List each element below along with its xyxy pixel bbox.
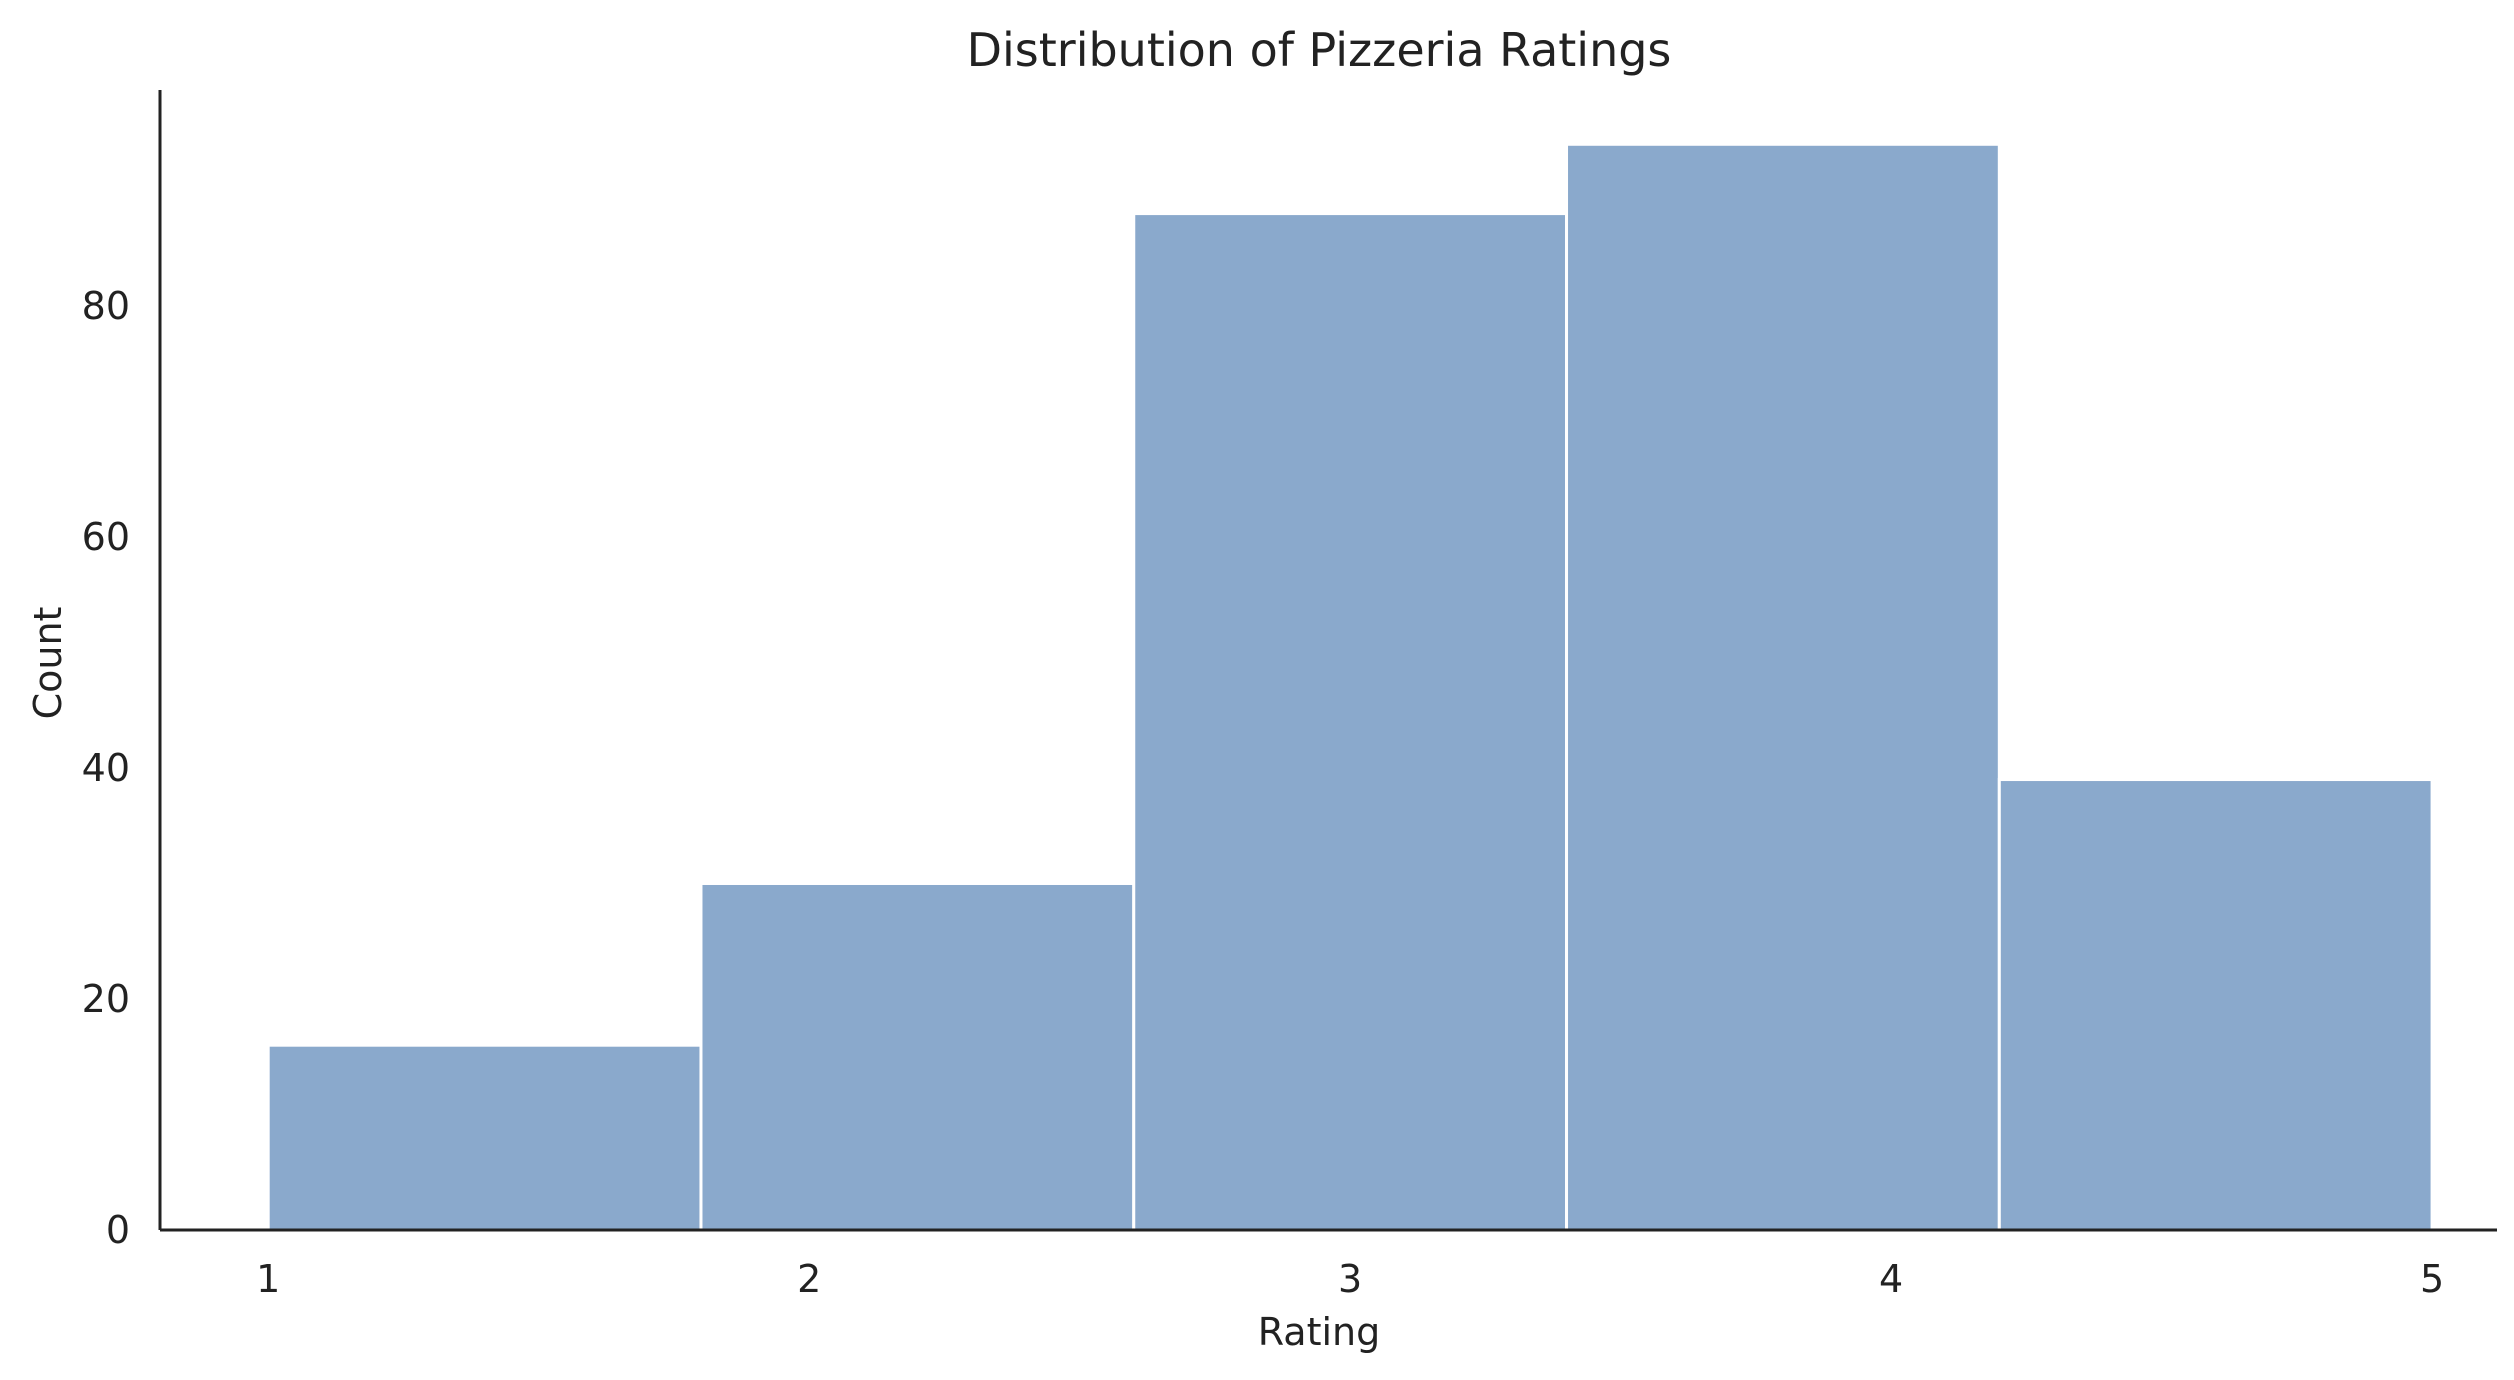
histogram-bar-3 (1132, 212, 1569, 1232)
x-tick-label: 1 (256, 1257, 280, 1301)
x-tick-label: 5 (2420, 1257, 2444, 1301)
y-tick-label: 20 (82, 977, 130, 1021)
y-axis-label: Count (26, 607, 70, 720)
y-tick-label: 80 (82, 284, 130, 328)
x-ticks-group: 1 2 3 4 5 (256, 1257, 2444, 1301)
histogram-bar-2 (699, 881, 1136, 1232)
y-tick-label: 60 (82, 515, 130, 559)
histogram-bar-1 (266, 1043, 703, 1232)
y-ticks-group: 0 20 40 60 80 (82, 284, 130, 1252)
x-tick-label: 3 (1338, 1257, 1362, 1301)
y-tick-label: 0 (106, 1208, 130, 1252)
y-tick-label: 40 (82, 746, 130, 790)
histogram-bar-4 (1565, 142, 2001, 1232)
x-tick-label: 2 (797, 1257, 821, 1301)
chart-title: Distribution of Pizzeria Ratings (967, 23, 1672, 77)
histogram-bar-5 (1997, 778, 2434, 1232)
x-tick-label: 4 (1879, 1257, 1903, 1301)
axes-group (158, 90, 2497, 1232)
x-axis-label: Rating (1258, 1310, 1381, 1354)
bars-group (266, 142, 2434, 1232)
